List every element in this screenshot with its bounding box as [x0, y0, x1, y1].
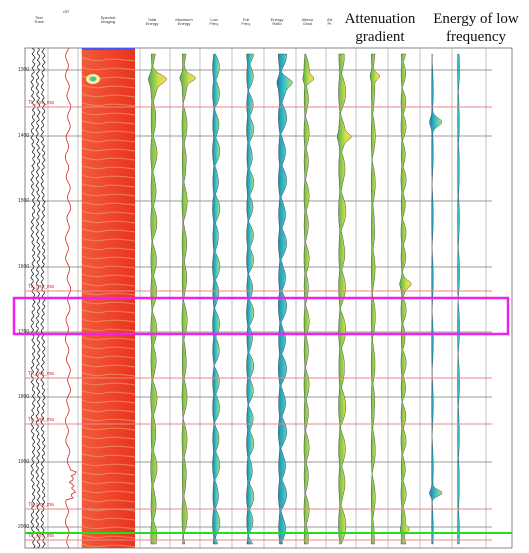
depth-tick-label: 2000	[18, 524, 30, 530]
header-atten-grad: Attenu. Grad.	[301, 17, 315, 26]
spectral-band	[81, 57, 136, 62]
header-spectral: Spectral Imaging	[100, 15, 116, 24]
full-freq-curve	[246, 53, 255, 545]
zone-label: Tk_lym_ma	[28, 502, 54, 508]
depth-tick-label: 1600	[18, 264, 30, 270]
spectral-band	[81, 525, 136, 530]
total-energy-curve	[148, 53, 167, 545]
spectral-band	[81, 201, 136, 206]
spectral-band	[81, 129, 136, 134]
spectral-band	[81, 462, 136, 467]
spectral-band	[81, 318, 136, 323]
header-atten-p: Att. Pr.	[326, 17, 333, 26]
spectral-band	[81, 120, 136, 125]
spectral-band	[81, 489, 136, 494]
spectral-band	[81, 435, 136, 440]
zone-label: Tk_lym_ma	[28, 100, 54, 106]
spectral-band	[81, 147, 136, 152]
spectral-band	[81, 237, 136, 242]
spectral-band	[81, 273, 136, 278]
spectral-band	[81, 543, 136, 548]
depth-tick-label: 1700	[18, 329, 30, 335]
spectral-band	[81, 498, 136, 503]
spectral-band	[81, 399, 136, 404]
callout-attenuation-text: Attenuation gradient	[344, 11, 416, 45]
spectral-band	[81, 111, 136, 116]
spectral-band	[81, 102, 136, 107]
spectral-hotspot-core	[89, 76, 97, 82]
spectral-band	[81, 309, 136, 314]
spectral-band	[81, 345, 136, 350]
spectral-band	[81, 453, 136, 458]
attenuation-3-curve	[399, 53, 412, 545]
spectral-band	[81, 354, 136, 359]
spectral-band	[81, 426, 136, 431]
spectral-band	[81, 372, 136, 377]
spectral-band	[81, 327, 136, 332]
low-energy-curve-a	[429, 53, 443, 545]
spectral-band	[81, 291, 136, 296]
zone-label: Tk_lym_ma	[28, 533, 54, 539]
spectral-band	[81, 390, 136, 395]
spectral-band	[81, 300, 136, 305]
depth-tick-label: 1900	[18, 459, 30, 465]
spectral-band	[81, 210, 136, 215]
spectral-band	[81, 282, 136, 287]
spectral-band	[81, 480, 136, 485]
spectral-band	[81, 534, 136, 539]
spectral-band	[81, 219, 136, 224]
spectral-band	[81, 228, 136, 233]
header-total-energy: Total Energy	[145, 17, 159, 26]
spectral-band	[81, 336, 136, 341]
header-text-trace: Text Trace	[33, 15, 45, 24]
spectral-band	[81, 66, 136, 71]
spectral-band	[81, 471, 136, 476]
spectral-band	[81, 246, 136, 251]
header-maximum-energy: Maximum Energy	[175, 17, 193, 26]
spectral-band	[81, 255, 136, 260]
zone-label: Tk_lym_ma	[28, 284, 54, 290]
depth-tick-label: 1500	[18, 198, 30, 204]
spectral-band	[81, 93, 136, 98]
spectral-band	[81, 264, 136, 269]
attenuation-gradient-curve	[336, 53, 352, 545]
spectral-band	[81, 183, 136, 188]
highlight-box	[12, 296, 510, 336]
zone-label: Tk_lym_ma	[28, 417, 54, 423]
maximum-energy-curve	[179, 53, 197, 545]
low-energy-curve-b	[457, 53, 460, 545]
spectral-band	[81, 417, 136, 422]
depth-tick-label: 1300	[18, 67, 30, 73]
attenuation-2-curve	[369, 53, 381, 545]
header-full-freq: Full Freq.	[241, 17, 251, 26]
spectral-band	[81, 192, 136, 197]
depth-tick-label: 1400	[18, 133, 30, 139]
callout-low-frequency-energy: Energy of low frequency	[424, 10, 528, 46]
callout-low-energy-text: Energy of low frequency	[433, 11, 519, 45]
spectral-band	[81, 507, 136, 512]
header-gr: GR	[63, 9, 69, 14]
spectral-band	[81, 174, 136, 179]
spectral-band	[81, 363, 136, 368]
spectral-band	[81, 156, 136, 161]
callout-attenuation-gradient: Attenuation gradient	[336, 10, 424, 46]
spectral-band	[81, 84, 136, 89]
attenuation-p-curve	[302, 53, 315, 545]
spectral-band	[81, 516, 136, 521]
zone-label: Tk_lym_ma	[28, 371, 54, 377]
spectral-band	[81, 381, 136, 386]
spectral-band	[81, 444, 136, 449]
spectral-band	[81, 165, 136, 170]
spectral-band	[81, 408, 136, 413]
header-energy-ratio: Energy Ratio	[270, 17, 284, 26]
depth-tick-label: 1800	[18, 394, 30, 400]
spectral-band	[81, 138, 136, 143]
header-low-freq: Low Freq.	[209, 17, 219, 26]
